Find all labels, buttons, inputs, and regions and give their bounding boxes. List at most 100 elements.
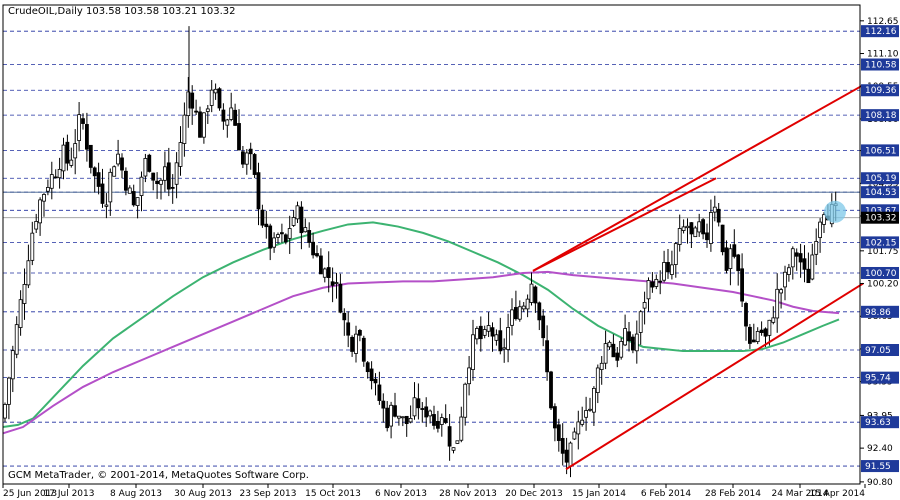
- candle-body: [506, 327, 511, 350]
- candle-body: [576, 421, 581, 435]
- candle-body: [100, 183, 105, 204]
- level-label: 106.51: [865, 146, 897, 156]
- candle-body: [365, 362, 370, 373]
- candle-body: [646, 280, 651, 300]
- candle-body: [701, 219, 705, 235]
- candle-body: [209, 89, 214, 106]
- x-tick-label: 17 Jul 2013: [44, 489, 95, 499]
- candle-body: [447, 426, 452, 447]
- candle-body: [159, 179, 163, 185]
- candle-body: [92, 167, 97, 177]
- candle-body: [560, 438, 565, 454]
- candle-body: [252, 154, 257, 175]
- candle-body: [658, 280, 663, 283]
- candle-body: [287, 228, 292, 239]
- level-label: 93.63: [865, 418, 891, 428]
- candle-body: [810, 254, 815, 280]
- level-label-box: [861, 416, 899, 429]
- candles: [3, 26, 846, 478]
- x-tick-label: 15 Apr 2014: [809, 489, 865, 499]
- candle-body: [186, 91, 191, 117]
- candle-body: [650, 281, 655, 288]
- candle-body: [53, 176, 58, 179]
- candle-body: [190, 92, 195, 109]
- candle-body: [662, 262, 666, 281]
- candle-body: [396, 415, 401, 419]
- level-label: 95.74: [865, 374, 891, 384]
- candle-body: [521, 305, 526, 310]
- x-tick-label: 30 Aug 2013: [174, 489, 232, 499]
- candle-body: [724, 247, 729, 271]
- y-tick-label: 104.95: [867, 179, 899, 189]
- candle-body: [361, 337, 366, 362]
- candle-body: [143, 158, 148, 177]
- candle-body: [435, 420, 440, 429]
- candle-body: [120, 157, 124, 171]
- trendline: [565, 282, 864, 471]
- candle-body: [256, 172, 261, 210]
- candle-body: [510, 309, 514, 326]
- x-tick-label: 6 Feb 2014: [641, 489, 692, 499]
- candle-body: [564, 449, 569, 463]
- candle-body: [18, 299, 23, 328]
- candle-body: [217, 88, 222, 109]
- candle-body: [592, 387, 596, 413]
- candle-body: [455, 440, 460, 444]
- axes: 112.65111.10109.55108.00106.50104.95103.…: [2, 4, 899, 499]
- candle-body: [673, 243, 678, 265]
- candle-body: [716, 208, 721, 223]
- candle-body: [432, 414, 436, 426]
- candle-body: [276, 234, 280, 238]
- candle-body: [740, 268, 744, 302]
- candle-body: [619, 340, 624, 358]
- candle-body: [751, 339, 756, 343]
- candle-body: [342, 312, 347, 321]
- candle-body: [798, 253, 803, 263]
- candle-body: [178, 142, 183, 167]
- candle-body: [326, 267, 331, 278]
- level-label: 100.70: [865, 269, 897, 279]
- candle-body: [494, 334, 499, 341]
- candle-body: [490, 327, 495, 337]
- candle-body: [170, 186, 175, 189]
- candle-body: [213, 88, 218, 94]
- candle-body: [654, 278, 659, 287]
- candle-body: [299, 206, 304, 234]
- candle-body: [607, 341, 612, 348]
- level-label: 108.18: [865, 111, 897, 121]
- candle-body: [666, 262, 670, 273]
- y-tick-label: 90.80: [867, 478, 893, 488]
- candle-body: [373, 378, 378, 384]
- candle-body: [311, 241, 316, 256]
- candle-body: [802, 258, 807, 270]
- trendline: [532, 84, 864, 272]
- candle-body: [689, 222, 694, 235]
- candle-body: [49, 174, 54, 189]
- candle-body: [268, 225, 273, 249]
- candle-body: [162, 166, 167, 181]
- x-tick-label: 20 Dec 2013: [505, 489, 563, 499]
- y-tick-label: 101.75: [867, 247, 899, 257]
- trendlines: [532, 84, 864, 471]
- candle-body: [221, 109, 226, 122]
- x-tick-label: 23 Sep 2013: [239, 489, 296, 499]
- candle-body: [57, 168, 62, 179]
- candle-body: [104, 204, 109, 207]
- candle-body: [108, 171, 113, 203]
- candle-body: [400, 416, 405, 419]
- candle-body: [584, 410, 588, 418]
- x-tick-label: 8 Aug 2013: [110, 489, 162, 499]
- candle-body: [369, 368, 374, 382]
- candle-body: [46, 187, 50, 192]
- candle-body: [631, 336, 635, 351]
- candle-body: [194, 110, 199, 113]
- candle-body: [237, 123, 241, 151]
- x-tick-label: 15 Jan 2014: [572, 489, 626, 499]
- x-tick-label: 6 Nov 2013: [375, 489, 427, 499]
- candle-body: [73, 143, 78, 159]
- current-price-label: 103.32: [865, 214, 897, 224]
- candle-body: [428, 410, 433, 417]
- candle-body: [155, 180, 160, 185]
- candle-body: [599, 362, 604, 370]
- candle-body: [459, 416, 464, 441]
